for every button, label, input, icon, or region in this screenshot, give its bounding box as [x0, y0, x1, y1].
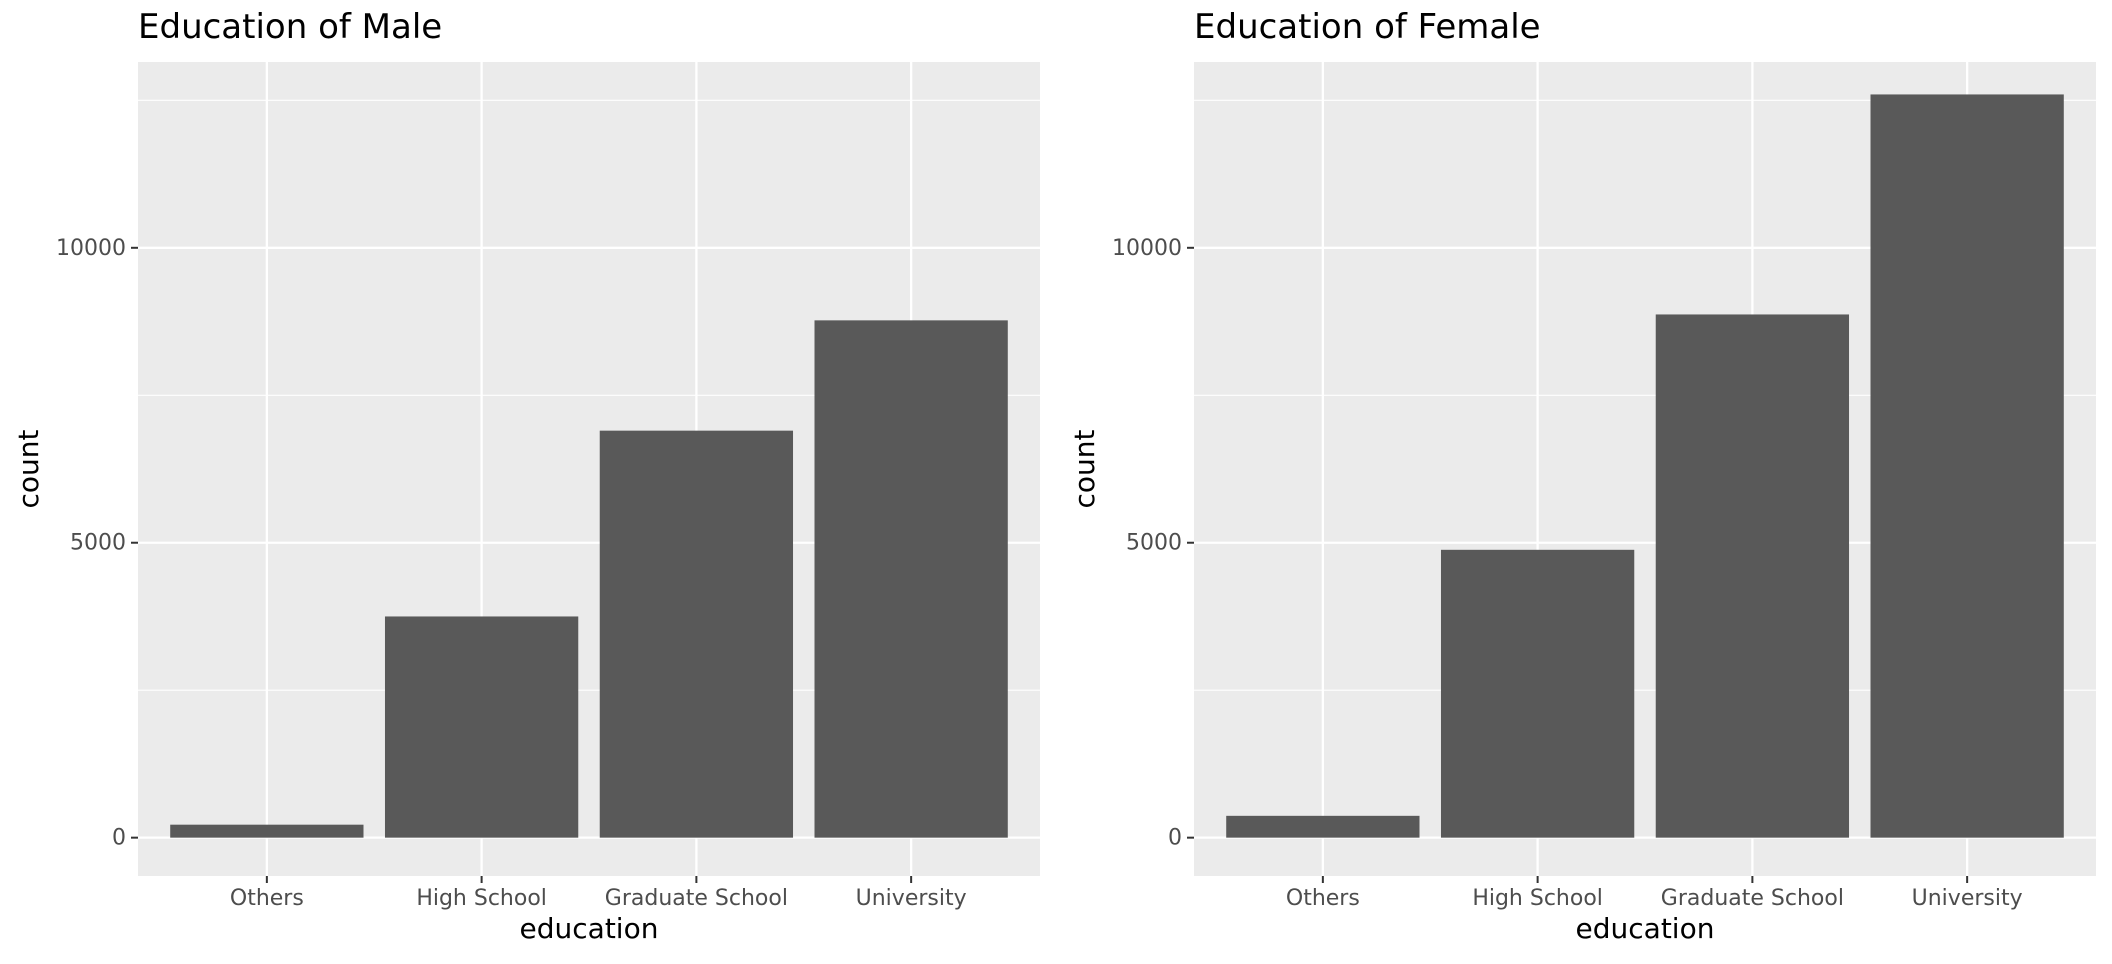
y-tick-label: 0 — [112, 826, 126, 851]
x-tick-label: High School — [416, 886, 547, 911]
chart-title: Education of Male — [138, 7, 442, 47]
y-tick-label: 0 — [1168, 826, 1182, 851]
y-axis-label: count — [12, 429, 45, 508]
x-tick-label: Graduate School — [1661, 886, 1844, 911]
y-axis-label: count — [1068, 429, 1101, 508]
bar-graduate-school — [599, 430, 794, 838]
chart-panel-2: 0 5000 10000 Others High School Graduate Scho… — [1068, 7, 2096, 945]
bar-others — [170, 824, 364, 838]
bar-others — [1226, 815, 1420, 838]
x-axis-label: education — [520, 912, 659, 945]
y-tick-label: 5000 — [70, 531, 126, 556]
x-axis-label: education — [1576, 912, 1715, 945]
y-tick-label: 10000 — [56, 236, 126, 261]
x-tick-label: Others — [1286, 886, 1360, 911]
bar-high-school — [384, 616, 579, 838]
y-tick-label: 10000 — [1112, 236, 1182, 261]
x-tick-label: Others — [230, 886, 304, 911]
bar-graduate-school — [1655, 314, 1850, 838]
x-tick-label: University — [1912, 886, 2023, 911]
x-tick-label: University — [856, 886, 967, 911]
x-tick-label: High School — [1472, 886, 1603, 911]
bar-high-school — [1440, 549, 1635, 838]
y-tick-label: 5000 — [1126, 531, 1182, 556]
bar-university — [1870, 94, 2064, 838]
x-tick-label: Graduate School — [605, 886, 788, 911]
bar-university — [814, 320, 1008, 838]
chart-panel-1: 0 5000 10000 Others High School Graduate Scho… — [12, 7, 1040, 945]
chart-title: Education of Female — [1194, 7, 1541, 47]
